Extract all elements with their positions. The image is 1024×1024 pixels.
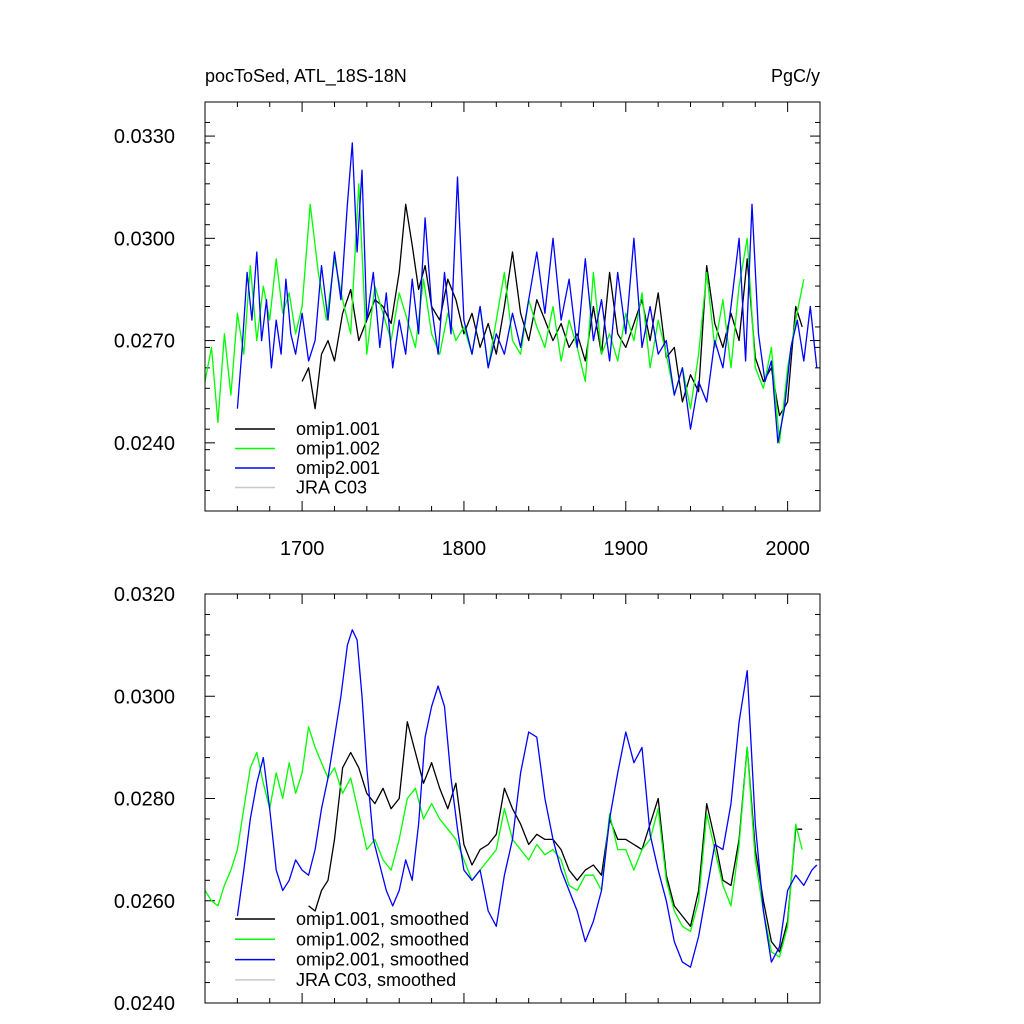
y-tick-label: 0.0300 xyxy=(114,686,175,708)
top-panel-ticks: 1700 1800 1900 2000 0.0240 0.0270 0.0300 0.0330 xyxy=(114,101,821,560)
top-series-line-1 xyxy=(204,183,805,444)
bottom-legend-label-1: omip1.002, smoothed xyxy=(296,929,469,949)
y-tick-label: 0.0330 xyxy=(114,126,175,148)
bottom-series-line-2 xyxy=(236,629,818,968)
y-tick-label: 0.0240 xyxy=(114,433,175,455)
x-tick-label: 2000 xyxy=(765,538,810,560)
bottom-series-line-1 xyxy=(204,726,803,958)
bottom-legend-label-0: omip1.001, smoothed xyxy=(296,909,469,929)
bottom-legend-label-2: omip2.001, smoothed xyxy=(296,950,469,970)
top-plot-frame xyxy=(204,101,821,512)
bottom-panel: 0.0240 0.0260 0.0280 0.0300 0.0320 omip1.001… xyxy=(114,584,821,1015)
bottom-panel-lines xyxy=(204,629,818,968)
y-tick-label: 0.0320 xyxy=(114,584,175,606)
x-tick-label: 1900 xyxy=(604,538,649,560)
x-tick-label: 1800 xyxy=(442,538,487,560)
y-tick-label: 0.0280 xyxy=(114,789,175,811)
y-tick-label: 0.0300 xyxy=(114,228,175,250)
top-panel: pocToSed, ATL_18S-18N PgC/y 1700 1800 1900… xyxy=(114,66,821,560)
y-tick-label: 0.0270 xyxy=(114,331,175,353)
top-panel-units: PgC/y xyxy=(771,66,820,86)
top-legend-label-1: omip1.002 xyxy=(296,439,380,459)
bottom-legend-label-3: JRA C03, smoothed xyxy=(296,970,456,990)
top-panel-title: pocToSed, ATL_18S-18N xyxy=(205,66,407,87)
bottom-panel-ticks: 0.0240 0.0260 0.0280 0.0300 0.0320 xyxy=(114,584,821,1015)
x-tick-label: 1700 xyxy=(280,538,325,560)
top-panel-lines xyxy=(204,142,818,444)
y-tick-label: 0.0260 xyxy=(114,891,175,913)
top-legend-label-0: omip1.001 xyxy=(296,419,380,439)
y-tick-label: 0.0240 xyxy=(114,993,175,1015)
top-legend-label-2: omip2.001 xyxy=(296,458,380,478)
top-series-line-2 xyxy=(236,142,818,444)
top-legend-label-3: JRA C03 xyxy=(296,478,367,498)
bottom-plot-frame xyxy=(204,593,821,1004)
